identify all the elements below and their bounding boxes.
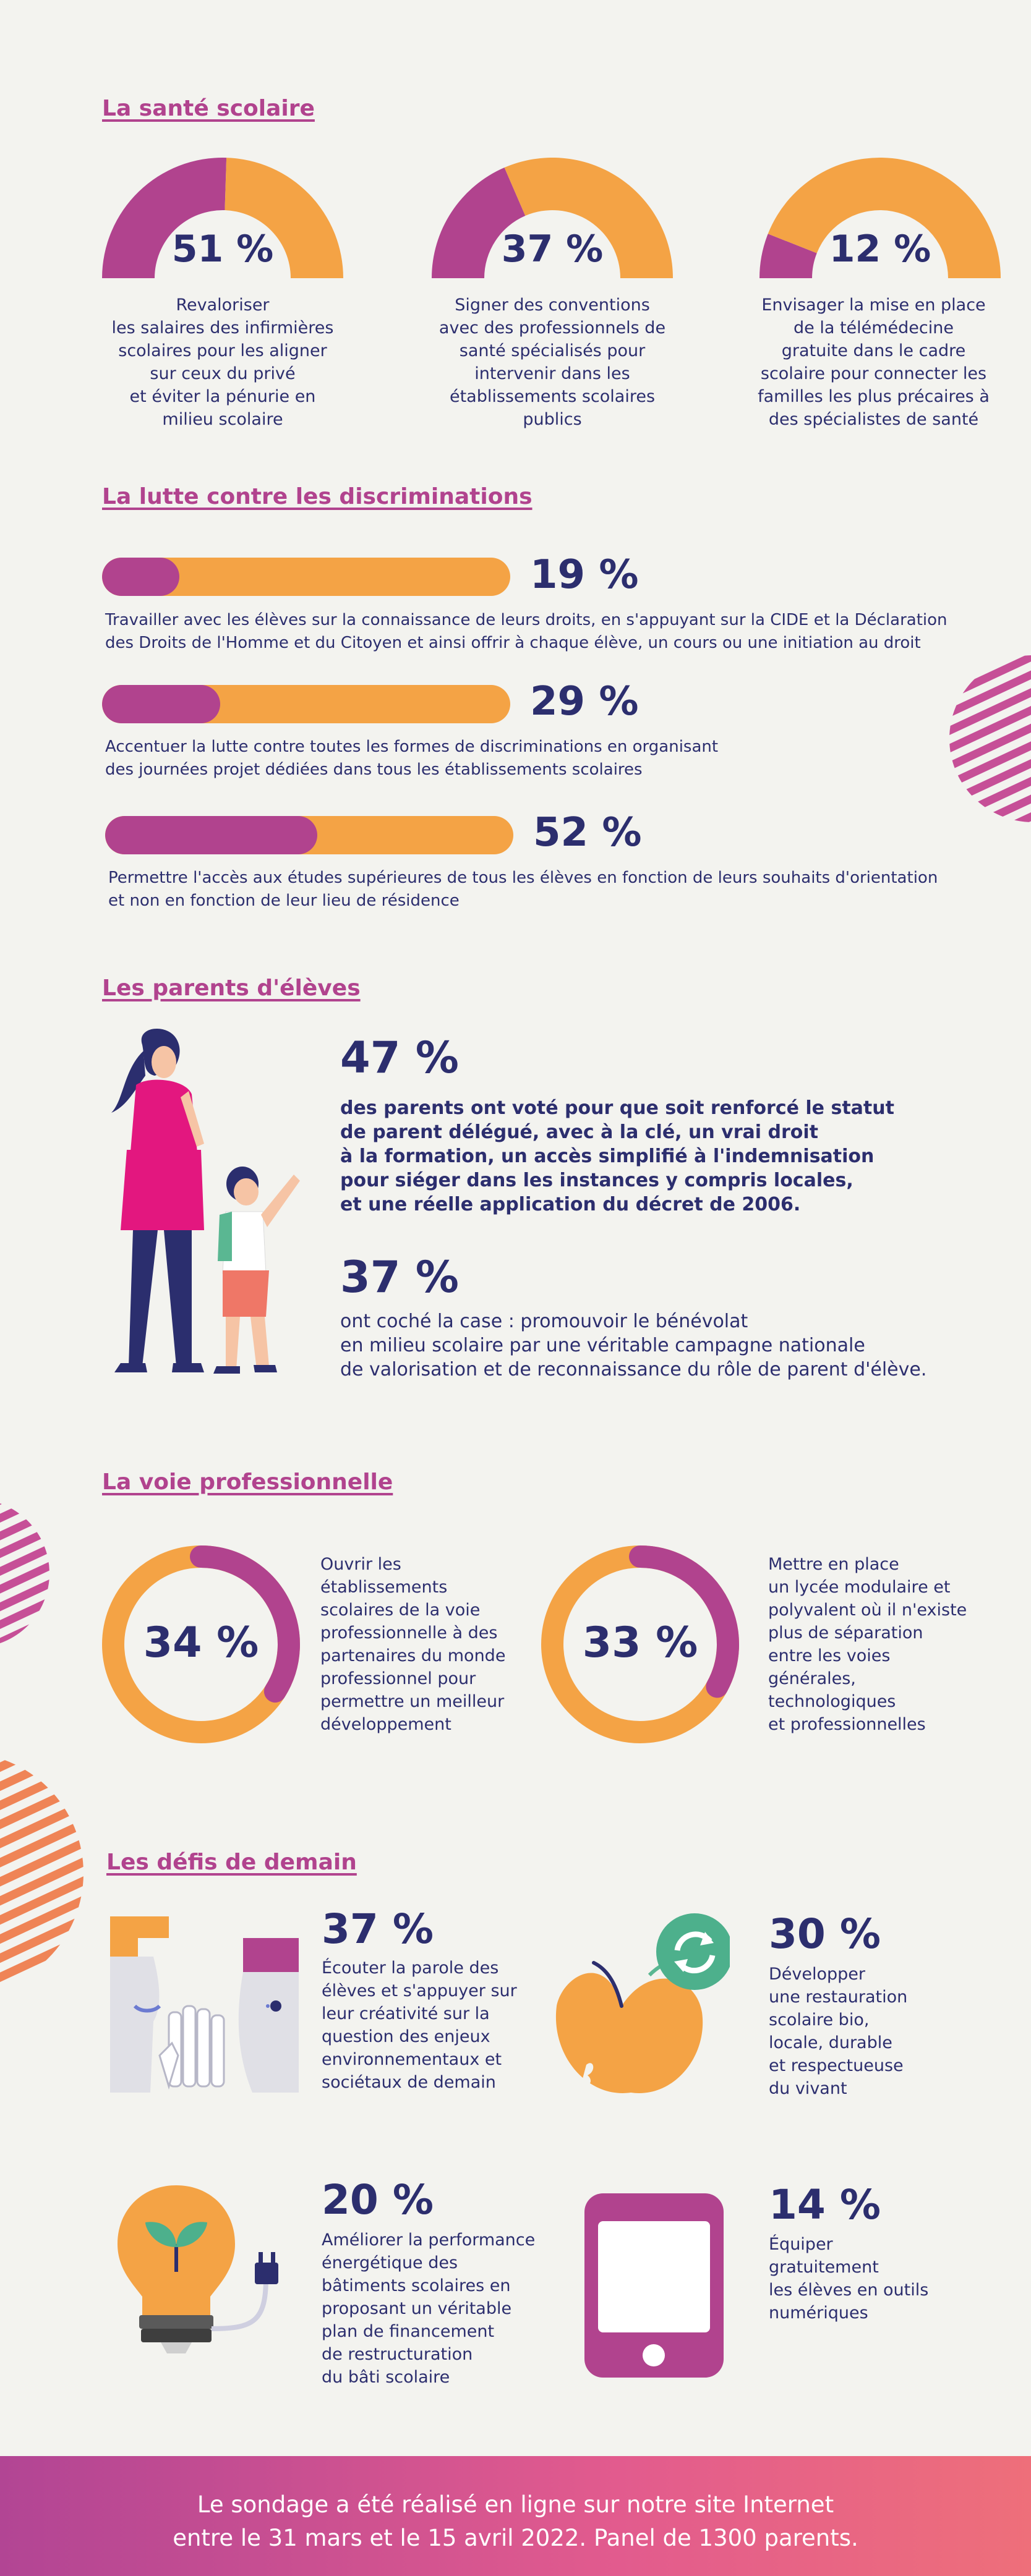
defi-percentage: 14 % — [769, 2181, 881, 2229]
defi-caption: Améliorer la performance énergétique des… — [322, 2230, 536, 2387]
bar-caption: Travailler avec les élèves sur la connai… — [105, 611, 948, 652]
donut-caption: Mettre en place un lycée modulaire et po… — [768, 1555, 967, 1734]
gauge-caption: Revaloriser les salaires des infirmières… — [111, 295, 334, 429]
striped-circle-decoration-left-bottom — [0, 1753, 83, 1994]
bar-caption: Permettre l'accès aux études supérieures… — [108, 869, 938, 910]
section-title-defis: Les défis de demain — [106, 1850, 357, 1875]
parent-and-child-illustration — [111, 1028, 300, 1374]
gauge-remainder-segment — [768, 158, 1001, 278]
parents-stat2-text: ont coché la case : promouvoir le bénévo… — [340, 1311, 927, 1380]
defi-caption: Développer une restauration scolaire bio… — [769, 1965, 908, 2098]
progress-bar — [105, 816, 513, 854]
parents-stat1-percentage: 47 % — [340, 1032, 459, 1083]
eco-lightbulb-icon — [118, 2185, 278, 2353]
progress-fill — [102, 685, 221, 723]
donut-caption: Ouvrir les établissements scolaires de l… — [320, 1555, 506, 1734]
parents-stat2-percentage: 37 % — [340, 1252, 459, 1303]
donut-percentage: 34 % — [143, 1618, 259, 1667]
gauge-caption: Signer des conventions avec des professi… — [438, 295, 666, 429]
footer-banner: Le sondage a été réalisé en ligne sur no… — [0, 2456, 1031, 2576]
bar-percentage: 19 % — [530, 552, 639, 598]
defi-percentage: 30 % — [769, 1910, 881, 1958]
gauge-percentage: 37 % — [501, 227, 604, 271]
half-donut-gauge — [432, 158, 673, 278]
gauge-percentage: 12 % — [829, 227, 931, 271]
apple-recycle-icon — [555, 1913, 730, 2093]
faces-listening-icon — [110, 1916, 299, 2093]
bar-caption: Accentuer la lutte contre toutes les for… — [105, 738, 719, 779]
gauge-value-segment — [759, 234, 817, 278]
bar-percentage: 29 % — [530, 679, 639, 725]
footer-line-2: entre le 31 mars et le 15 avril 2022. Pa… — [173, 2525, 858, 2551]
progress-fill — [105, 816, 318, 854]
defi-percentage: 37 % — [322, 1905, 434, 1953]
gauge-percentage: 51 % — [171, 227, 274, 271]
section-title-voie-pro: La voie professionnelle — [102, 1469, 393, 1495]
defi-caption: Écouter la parole des élèves et s'appuye… — [322, 1958, 517, 2092]
donut-value-arc — [190, 1545, 300, 1703]
defi-caption: Équiper gratuitement les élèves en outil… — [769, 2235, 929, 2323]
striped-circle-decoration-left-top — [0, 1499, 49, 1647]
smartphone-icon — [584, 2193, 724, 2378]
progress-fill — [102, 558, 180, 596]
footer-line-1: Le sondage a été réalisé en ligne sur no… — [197, 2491, 834, 2518]
defi-percentage: 20 % — [322, 2176, 434, 2224]
donut-value-arc — [629, 1545, 739, 1698]
donut-percentage: 33 % — [582, 1618, 698, 1667]
bar-percentage: 52 % — [533, 810, 642, 856]
gauge-caption: Envisager la mise en place de la téléméd… — [758, 295, 990, 429]
section-title-parents: Les parents d'élèves — [102, 976, 361, 1001]
donut-chart — [102, 1545, 300, 1743]
section-title-discriminations: La lutte contre les discriminations — [102, 484, 533, 509]
parents-stat1-text: des parents ont voté pour que soit renfo… — [340, 1097, 894, 1215]
progress-bar — [102, 558, 510, 596]
donut-chart — [541, 1545, 739, 1743]
progress-bar — [102, 685, 510, 723]
section-title-sante: La santé scolaire — [102, 96, 315, 121]
striped-circle-decoration-right — [949, 655, 1031, 822]
half-donut-gauge — [759, 158, 1001, 278]
gauge-remainder-segment — [225, 158, 343, 278]
gauge-remainder-segment — [504, 158, 673, 278]
half-donut-gauge — [102, 158, 343, 278]
gauge-value-segment — [432, 168, 526, 278]
gauge-value-segment — [102, 158, 227, 278]
